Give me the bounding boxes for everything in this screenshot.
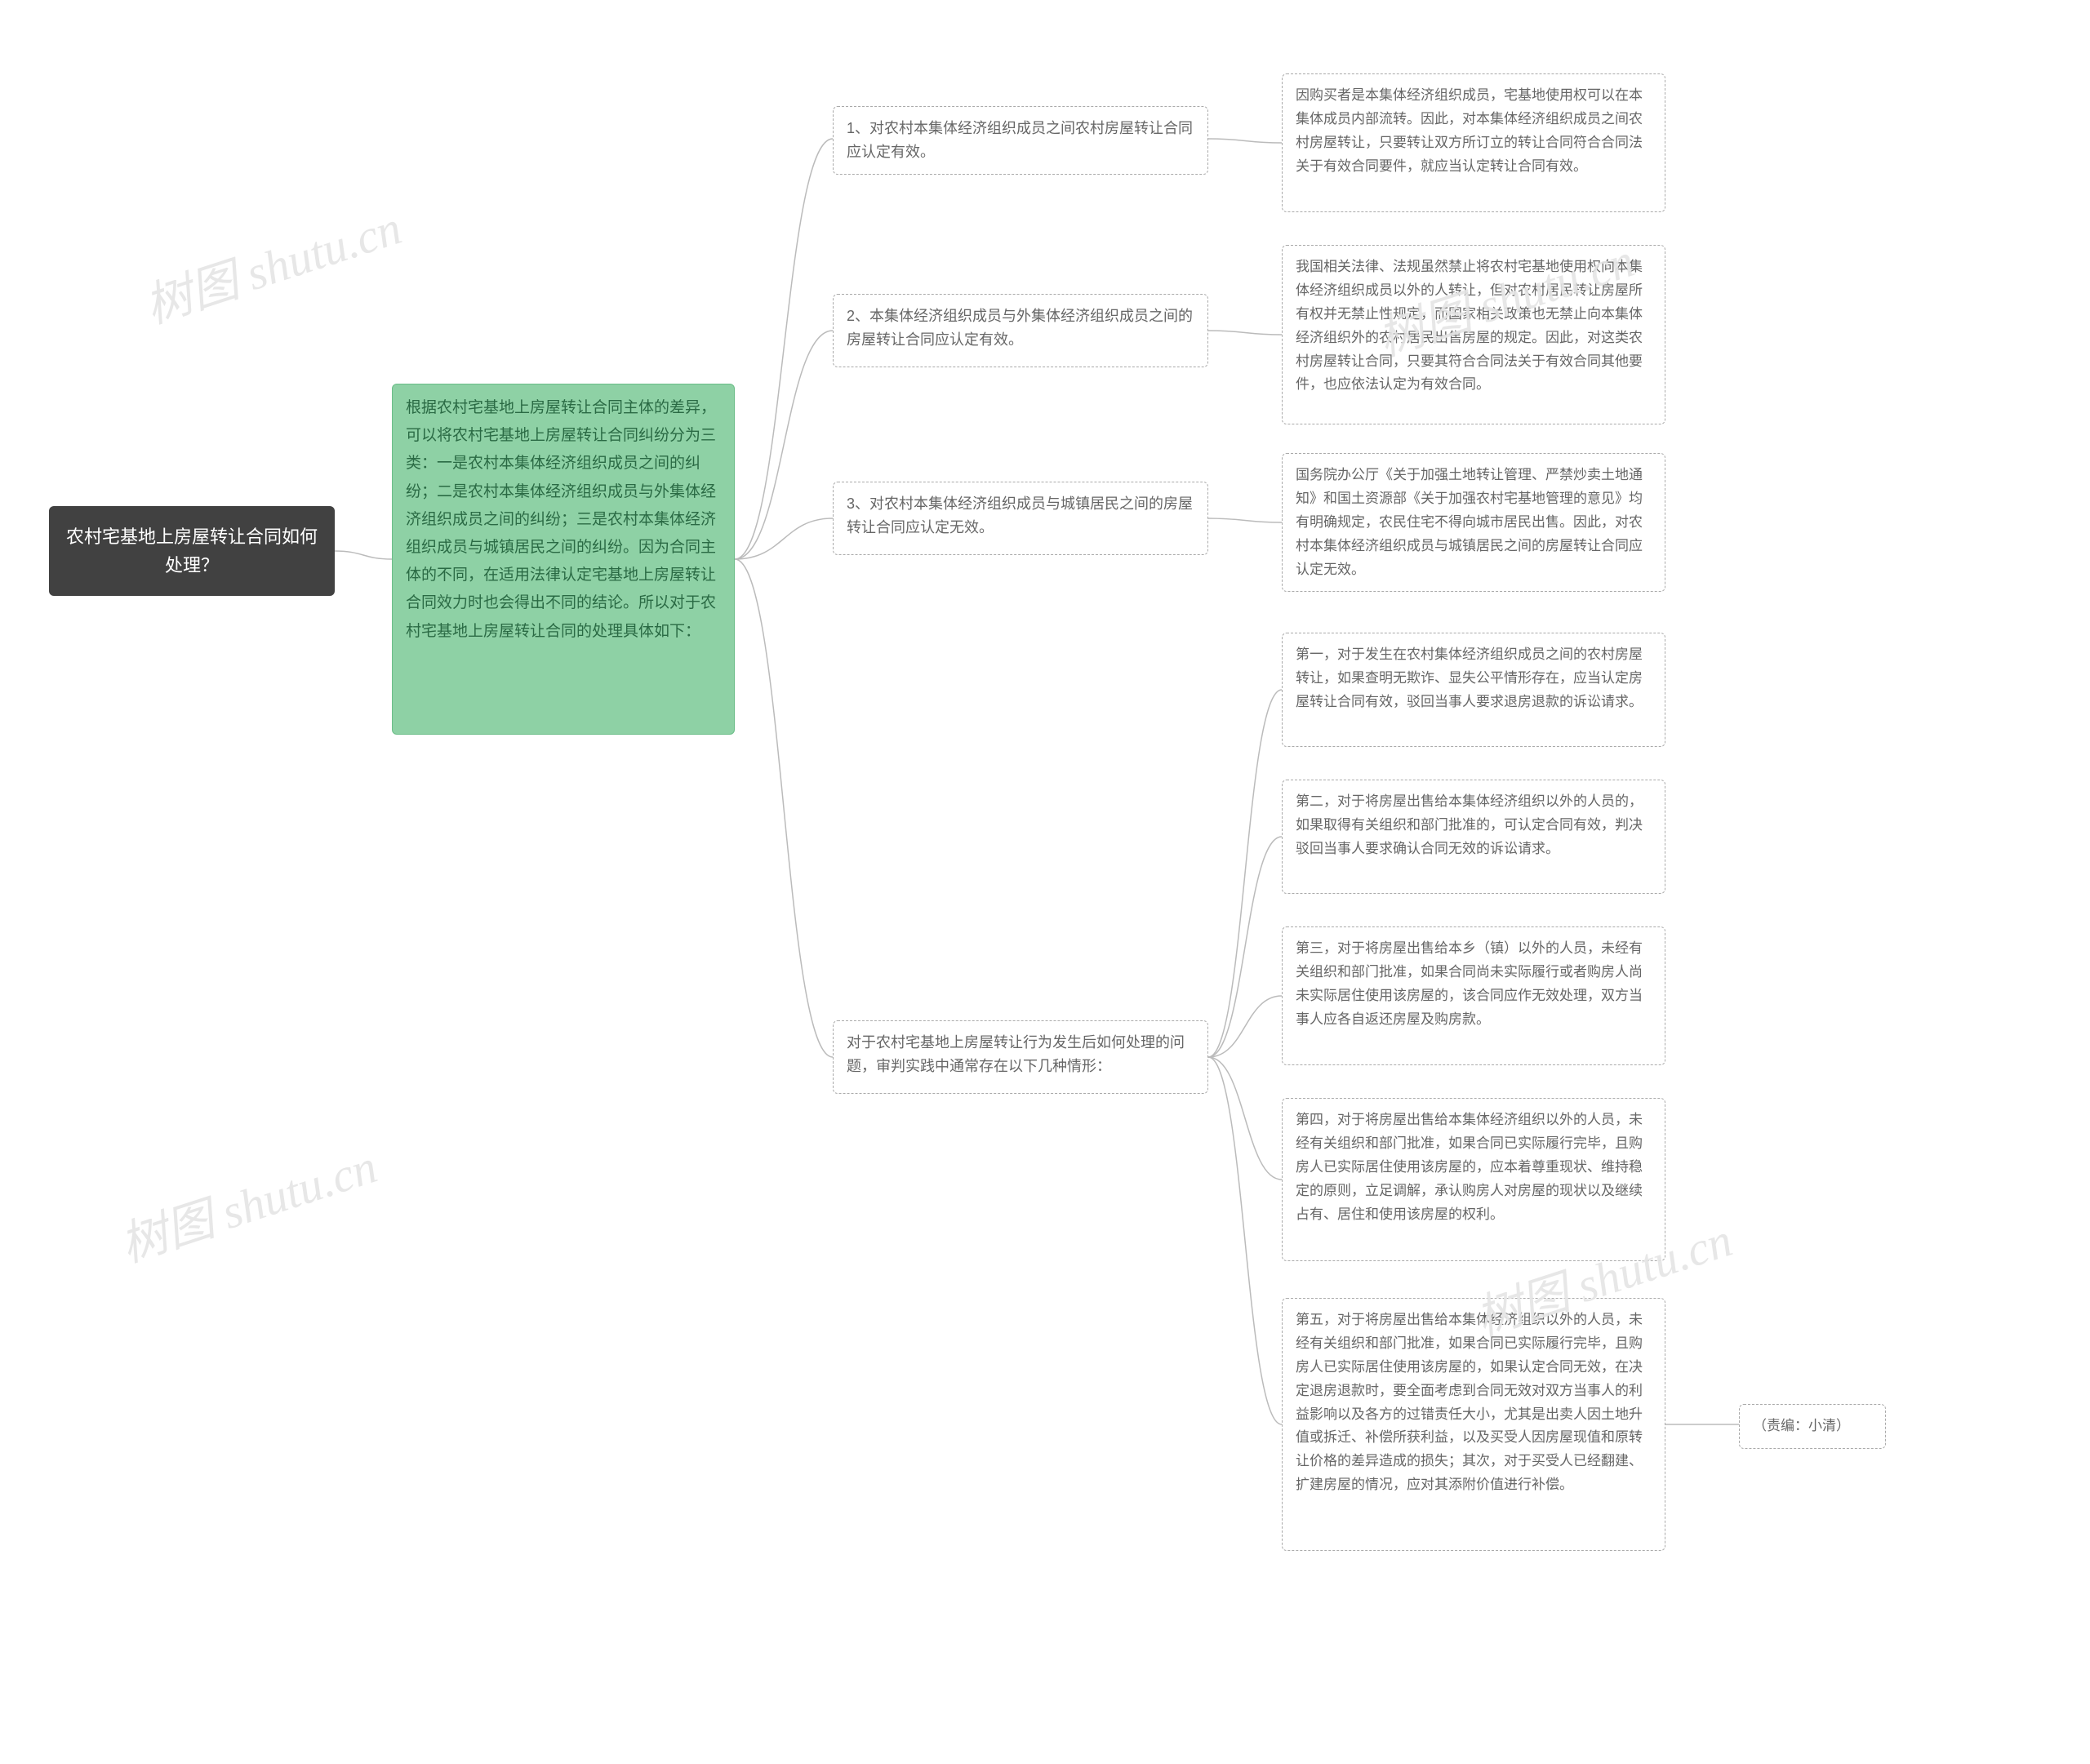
- tail-node: （责编：小清）: [1739, 1404, 1886, 1449]
- leaf-node-4: 第一，对于发生在农村集体经济组织成员之间的农村房屋转让，如果查明无欺诈、显失公平…: [1282, 633, 1665, 747]
- leaf-node-8: 第五，对于将房屋出售给本集体经济组织以外的人员，未经有关组织和部门批准，如果合同…: [1282, 1298, 1665, 1551]
- leaf-node-6: 第三，对于将房屋出售给本乡（镇）以外的人员，未经有关组织和部门批准，如果合同尚未…: [1282, 926, 1665, 1065]
- leaf-node-3: 国务院办公厅《关于加强土地转让管理、严禁炒卖土地通知》和国土资源部《关于加强农村…: [1282, 453, 1665, 592]
- root-node: 农村宅基地上房屋转让合同如何处理？: [49, 506, 335, 596]
- mid-node-1: 1、对农村本集体经济组织成员之间农村房屋转让合同应认定有效。: [833, 106, 1208, 175]
- intro-node: 根据农村宅基地上房屋转让合同主体的差异，可以将农村宅基地上房屋转让合同纠纷分为三…: [392, 384, 735, 735]
- mid-node-3: 3、对农村本集体经济组织成员与城镇居民之间的房屋转让合同应认定无效。: [833, 482, 1208, 555]
- connector-layer: [0, 0, 2090, 1764]
- leaf-node-5: 第二，对于将房屋出售给本集体经济组织以外的人员的，如果取得有关组织和部门批准的，…: [1282, 780, 1665, 894]
- leaf-node-7: 第四，对于将房屋出售给本集体经济组织以外的人员，未经有关组织和部门批准，如果合同…: [1282, 1098, 1665, 1261]
- watermark-1: 树图 shutu.cn: [135, 189, 408, 336]
- leaf-node-1: 因购买者是本集体经济组织成员，宅基地使用权可以在本集体成员内部流转。因此，对本集…: [1282, 73, 1665, 212]
- mid-node-2: 2、本集体经济组织成员与外集体经济组织成员之间的房屋转让合同应认定有效。: [833, 294, 1208, 367]
- mid-node-4: 对于农村宅基地上房屋转让行为发生后如何处理的问题，审判实践中通常存在以下几种情形…: [833, 1020, 1208, 1094]
- leaf-node-2: 我国相关法律、法规虽然禁止将农村宅基地使用权向本集体经济组织成员以外的人转让，但…: [1282, 245, 1665, 424]
- watermark-2: 树图 shutu.cn: [110, 1128, 384, 1275]
